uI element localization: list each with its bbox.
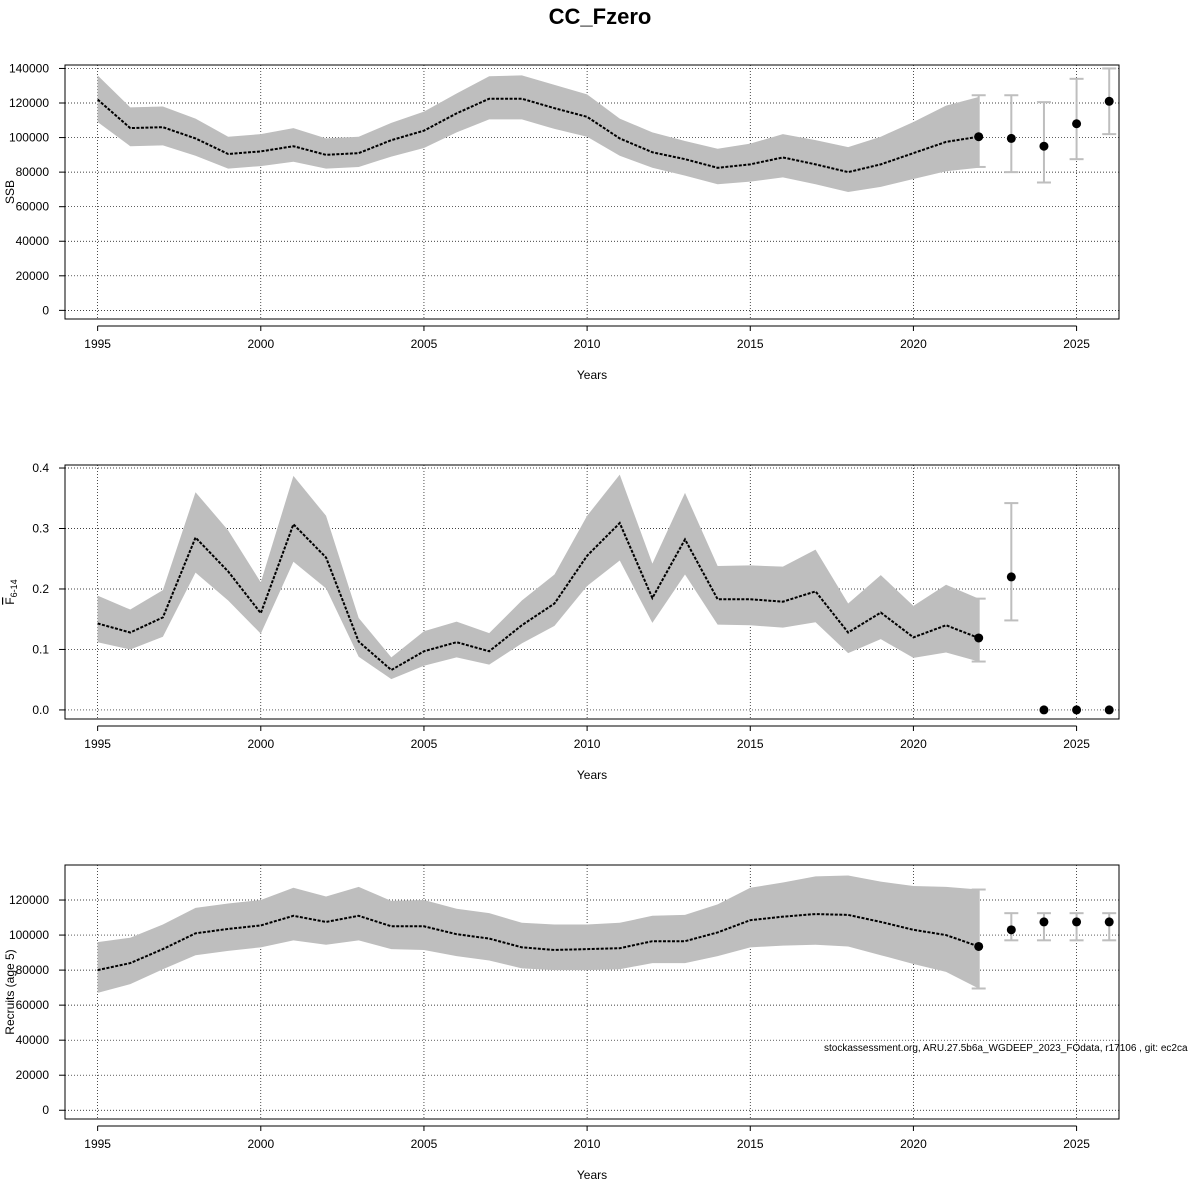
x-axis-label: Years xyxy=(577,368,607,382)
plot-frame xyxy=(64,464,1120,720)
x-tick-label: 2000 xyxy=(247,737,274,751)
y-tick-label: 20000 xyxy=(16,269,50,283)
fishing-mortality-panel: 1995 2000 2005 2010 2015 2020 2025 0.0 0.1 0.2 0.3… xyxy=(3,461,1120,782)
forecast-point xyxy=(974,633,984,643)
x-tick-label: 2005 xyxy=(411,337,438,351)
y-tick-label: 0.4 xyxy=(32,461,49,475)
y-tick-label: 100000 xyxy=(9,131,49,145)
forecast-point xyxy=(1072,917,1082,927)
y-tick-label: 0.0 xyxy=(32,703,49,717)
footer-source-text: stockassessment.org, ARU.27.5b6a_WGDEEP_… xyxy=(824,1043,1188,1054)
recruits-panel: 1995 2000 2005 2010 2015 2020 2025 0 20000 40000 6… xyxy=(3,864,1120,1182)
forecast-point xyxy=(1039,917,1049,927)
y-tick-label: 120000 xyxy=(9,96,49,110)
confidence-band xyxy=(97,474,979,680)
x-tick-label: 2015 xyxy=(737,737,764,751)
y-tick-label: 60000 xyxy=(16,998,50,1012)
x-axis-label: Years xyxy=(577,768,607,782)
y-tick-label: 20000 xyxy=(16,1068,50,1082)
x-tick-label: 2025 xyxy=(1063,737,1090,751)
chart-title: CC_Fzero xyxy=(549,4,652,29)
confidence-band xyxy=(97,75,979,192)
forecast-point xyxy=(974,132,984,142)
y-tick-label: 0.3 xyxy=(32,522,49,536)
y-tick-label: 80000 xyxy=(16,165,50,179)
x-tick-label: 2005 xyxy=(411,1137,438,1151)
y-tick-label: 0 xyxy=(42,303,49,317)
forecast-point xyxy=(1072,705,1082,715)
y-tick-label: 140000 xyxy=(9,61,49,75)
plot-frame xyxy=(64,864,1120,1120)
forecast-point xyxy=(1039,141,1049,151)
x-tick-label: 2020 xyxy=(900,737,927,751)
y-tick-label: 0.1 xyxy=(32,642,49,656)
x-tick-label: 2015 xyxy=(737,1137,764,1151)
x-tick-label: 2025 xyxy=(1063,337,1090,351)
forecast-point xyxy=(1104,96,1114,106)
x-tick-label: 2015 xyxy=(737,337,764,351)
y-tick-label: 60000 xyxy=(16,200,50,214)
forecast-point xyxy=(1072,119,1082,129)
forecast-point xyxy=(1104,917,1114,927)
x-tick-label: 2000 xyxy=(247,1137,274,1151)
x-tick-label: 1995 xyxy=(84,737,111,751)
y-tick-label: 40000 xyxy=(16,234,50,248)
x-axis-label: Years xyxy=(577,1168,607,1182)
estimate-line xyxy=(97,913,980,972)
y-axis-label: F6-14 xyxy=(3,579,19,604)
forecast-point xyxy=(1006,572,1016,582)
y-tick-label: 40000 xyxy=(16,1033,50,1047)
x-tick-label: 2020 xyxy=(900,1137,927,1151)
forecast-point xyxy=(1104,705,1114,715)
forecast-point xyxy=(1006,925,1016,935)
y-axis-label: Recruits (age 5) xyxy=(3,949,17,1034)
x-tick-label: 2005 xyxy=(411,737,438,751)
x-tick-label: 2010 xyxy=(574,737,601,751)
x-tick-label: 2010 xyxy=(574,337,601,351)
y-tick-label: 80000 xyxy=(16,963,50,977)
x-tick-label: 2010 xyxy=(574,1137,601,1151)
y-tick-label: 100000 xyxy=(9,928,49,942)
x-tick-label: 2020 xyxy=(900,337,927,351)
x-tick-label: 1995 xyxy=(84,337,111,351)
forecast-point xyxy=(1039,705,1049,715)
confidence-band xyxy=(97,875,979,993)
plot-frame xyxy=(64,64,1120,320)
estimate-line xyxy=(96,97,979,174)
x-tick-label: 2000 xyxy=(247,337,274,351)
y-tick-label: 120000 xyxy=(9,893,49,907)
ssb-panel: 1995 2000 2005 2010 2015 2020 2025 0 20000 40000 6… xyxy=(3,61,1120,382)
x-tick-label: 2025 xyxy=(1063,1137,1090,1151)
estimate-line xyxy=(97,521,980,672)
x-tick-label: 1995 xyxy=(84,1137,111,1151)
y-axis-label: SSB xyxy=(3,180,17,204)
forecast-point xyxy=(974,941,984,951)
y-tick-label: 0.2 xyxy=(32,582,49,596)
forecast-point xyxy=(1006,133,1016,143)
y-tick-label: 0 xyxy=(42,1103,49,1117)
